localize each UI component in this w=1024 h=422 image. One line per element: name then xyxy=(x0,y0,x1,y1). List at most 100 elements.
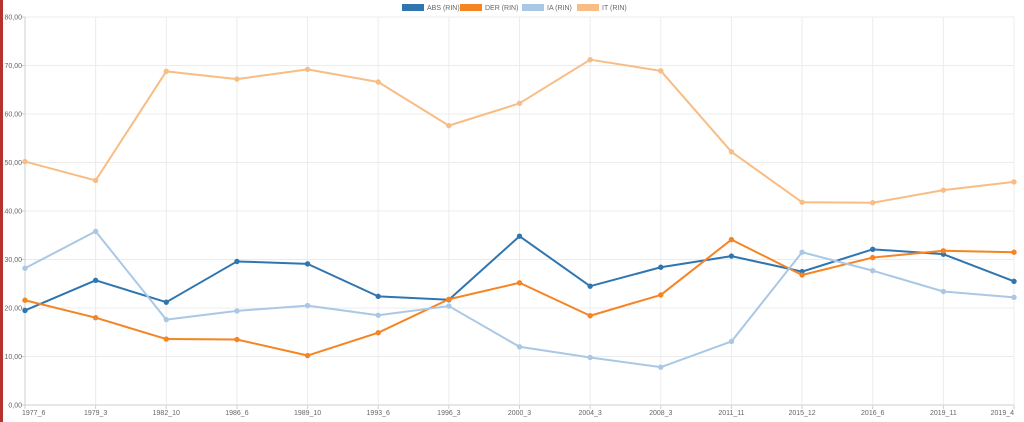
x-tick-label: 1979_3 xyxy=(84,410,107,417)
data-point[interactable] xyxy=(1011,294,1017,301)
data-point[interactable] xyxy=(587,313,593,319)
legend-swatch xyxy=(460,4,482,11)
data-point[interactable] xyxy=(516,344,523,350)
data-point[interactable] xyxy=(516,233,523,239)
x-tick-label: 2019_4 xyxy=(991,410,1014,417)
legend-label: DER (RIN) xyxy=(485,5,518,12)
data-point[interactable] xyxy=(587,283,593,289)
series-layer xyxy=(22,56,1017,370)
x-tick-label: 1993_6 xyxy=(367,410,390,417)
data-point[interactable] xyxy=(446,122,452,129)
legend-label: IT (RIN) xyxy=(602,5,627,12)
data-point[interactable] xyxy=(304,261,311,267)
data-point[interactable] xyxy=(940,187,947,193)
data-point[interactable] xyxy=(870,267,876,274)
x-tick-label: 2019_11 xyxy=(930,410,957,417)
x-tick-label: 2015_12 xyxy=(788,410,815,417)
data-point[interactable] xyxy=(1011,179,1017,185)
y-tick-label: 30,00 xyxy=(4,257,22,264)
legend-item[interactable]: IA (RIN) xyxy=(522,4,572,12)
y-tick-label: 20,00 xyxy=(4,306,22,313)
data-point[interactable] xyxy=(22,265,28,271)
x-tick-label: 2016_6 xyxy=(861,410,884,417)
x-tick-label: 2004_3 xyxy=(578,410,601,417)
data-point[interactable] xyxy=(870,200,876,206)
data-point[interactable] xyxy=(728,149,735,155)
x-tick-label: 1977_6 xyxy=(22,410,45,417)
data-point[interactable] xyxy=(1011,278,1017,285)
x-tick-label: 1986_6 xyxy=(225,410,248,417)
data-point[interactable] xyxy=(375,79,381,85)
data-point[interactable] xyxy=(658,292,664,298)
data-point[interactable] xyxy=(234,76,240,82)
data-point[interactable] xyxy=(870,246,876,253)
data-point[interactable] xyxy=(304,352,311,359)
y-tick-label: 0,00 xyxy=(8,403,22,410)
x-tick-label: 1996_3 xyxy=(437,410,460,417)
data-point[interactable] xyxy=(446,303,452,309)
legend-swatch xyxy=(522,4,544,11)
data-point[interactable] xyxy=(728,338,735,345)
data-point[interactable] xyxy=(92,277,99,284)
x-tick-label: 1989_10 xyxy=(294,410,321,417)
axes: 0,00 10,00 20,00 30,00 40,00 50,00 60,00 70,00 8… xyxy=(4,15,1015,417)
window-frame-edge xyxy=(0,0,3,422)
y-tick-label: 40,00 xyxy=(4,209,22,216)
series-ia-rin xyxy=(22,228,1017,370)
data-point[interactable] xyxy=(304,66,311,73)
x-tick-label: 2011_11 xyxy=(718,410,744,417)
data-point[interactable] xyxy=(728,253,735,259)
data-point[interactable] xyxy=(22,158,28,165)
data-point[interactable] xyxy=(375,330,381,336)
data-point[interactable] xyxy=(587,56,593,63)
data-point[interactable] xyxy=(516,100,523,107)
legend-item[interactable]: ABS (RIN) xyxy=(402,4,460,12)
x-tick-label: 2000_3 xyxy=(508,410,531,417)
data-point[interactable] xyxy=(375,293,381,300)
series-der-rin xyxy=(22,236,1017,359)
legend-swatch xyxy=(577,4,599,11)
data-point[interactable] xyxy=(163,68,169,75)
data-point[interactable] xyxy=(516,280,523,286)
data-point[interactable] xyxy=(92,315,99,321)
legend[interactable]: ABS (RIN) DER (RIN) IA (RIN) IT (RIN) xyxy=(402,4,627,12)
data-point[interactable] xyxy=(163,336,169,342)
data-point[interactable] xyxy=(446,296,452,302)
legend-label: IA (RIN) xyxy=(547,5,572,12)
data-point[interactable] xyxy=(234,308,240,314)
legend-item[interactable]: DER (RIN) xyxy=(460,4,518,12)
legend-item[interactable]: IT (RIN) xyxy=(577,4,627,12)
data-point[interactable] xyxy=(799,272,805,278)
y-tick-label: 60,00 xyxy=(4,112,22,119)
x-tick-label: 1982_10 xyxy=(153,410,180,417)
data-point[interactable] xyxy=(163,299,169,305)
y-tick-label: 70,00 xyxy=(4,63,22,70)
data-point[interactable] xyxy=(234,336,240,343)
data-point[interactable] xyxy=(658,364,664,370)
data-point[interactable] xyxy=(940,288,947,295)
data-point[interactable] xyxy=(375,312,381,318)
legend-swatch xyxy=(402,4,424,11)
data-point[interactable] xyxy=(234,258,240,265)
data-point[interactable] xyxy=(658,264,664,270)
series-abs-rin xyxy=(22,233,1017,314)
data-point[interactable] xyxy=(304,302,311,309)
data-point[interactable] xyxy=(587,354,593,361)
data-point[interactable] xyxy=(163,316,169,323)
data-point[interactable] xyxy=(799,199,805,205)
data-point[interactable] xyxy=(940,248,947,254)
data-point[interactable] xyxy=(870,254,876,261)
series-it-rin xyxy=(22,56,1017,206)
data-point[interactable] xyxy=(92,177,99,184)
data-point[interactable] xyxy=(22,307,28,314)
data-point[interactable] xyxy=(728,236,735,243)
data-point[interactable] xyxy=(92,228,99,235)
data-point[interactable] xyxy=(22,297,28,303)
y-tick-label: 80,00 xyxy=(4,15,22,22)
data-point[interactable] xyxy=(1011,249,1017,255)
y-tick-label: 10,00 xyxy=(4,354,22,361)
data-point[interactable] xyxy=(658,68,664,74)
legend-label: ABS (RIN) xyxy=(427,5,460,12)
data-point[interactable] xyxy=(799,249,805,255)
